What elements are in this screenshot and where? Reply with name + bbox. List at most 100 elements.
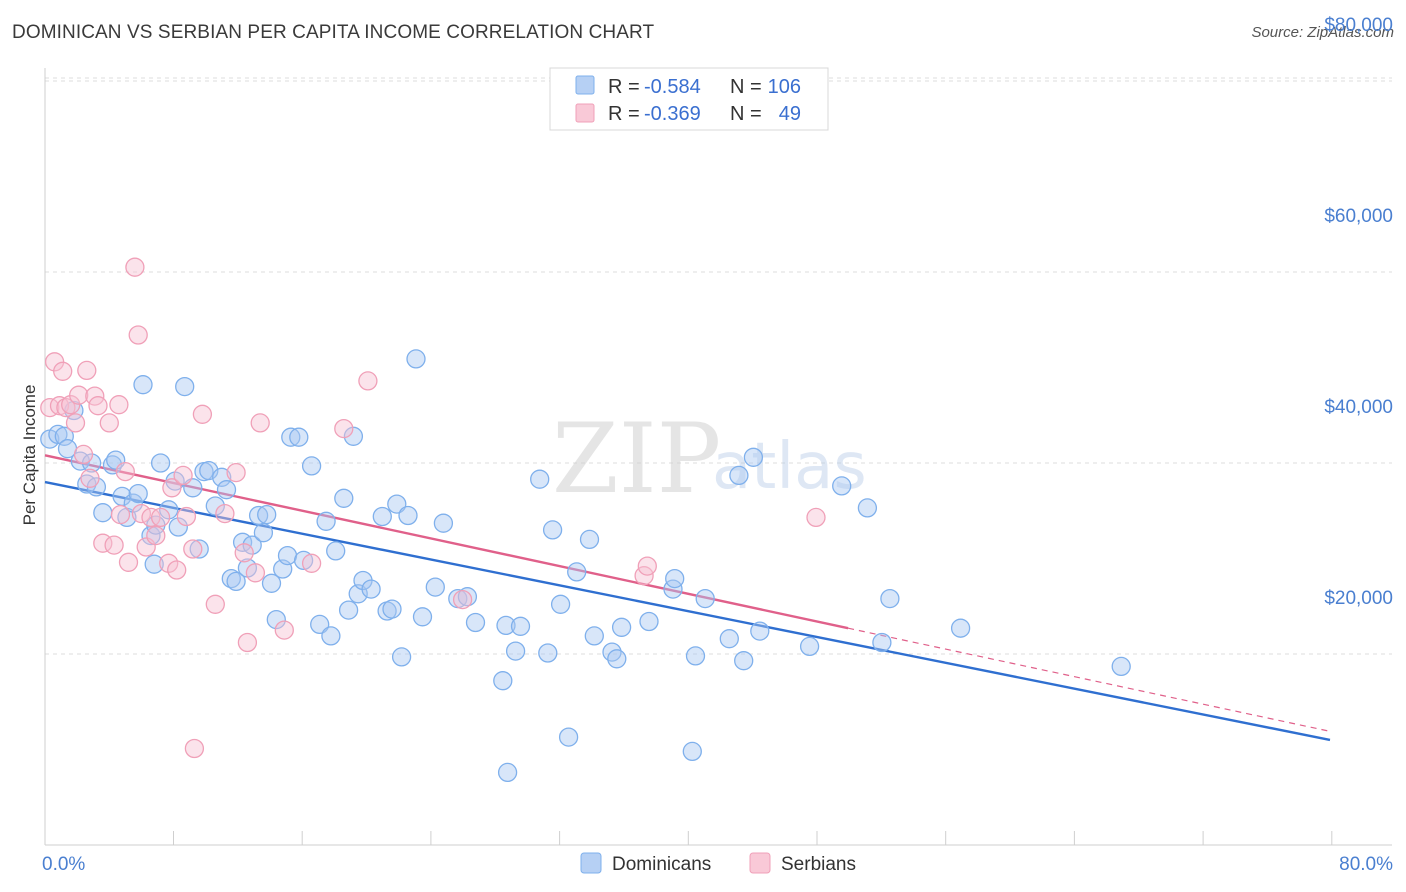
dominicans-point-31 xyxy=(216,480,237,500)
bottom-legend-swatch-serbians xyxy=(749,852,771,874)
dominicans-point-53 xyxy=(338,600,359,620)
serbians-point-38 xyxy=(234,543,254,563)
serbians-point-3 xyxy=(53,361,73,381)
tick-labels: $20,000 $40,000 $60,000 $80,000 0.0% 80.0% xyxy=(42,15,1393,875)
dominicans-point-82 xyxy=(579,529,600,550)
dominicans-point-85 xyxy=(607,649,627,669)
dominicans-point-63 xyxy=(398,505,418,526)
dominicans-point-64 xyxy=(406,349,426,369)
bottom-legend-label-dominicans: Dominicans xyxy=(612,854,711,875)
dominicans-point-74 xyxy=(505,641,526,661)
serbians-point-14 xyxy=(99,413,119,433)
dominicans-point-38 xyxy=(253,523,274,543)
dominicans-point-97 xyxy=(750,621,770,641)
dominicans-point-43 xyxy=(277,545,298,566)
legend-r-value-serbians: -0.369 xyxy=(644,103,701,125)
dominicans-point-95 xyxy=(734,651,754,671)
serbians-point-40 xyxy=(245,563,266,583)
dominicans-point-50 xyxy=(321,626,341,646)
dominicans-point-65 xyxy=(412,607,433,627)
dominicans-point-75 xyxy=(510,616,531,636)
dominicans-point-57 xyxy=(361,579,381,599)
serbians-point-49 xyxy=(806,507,826,528)
dominicans-point-78 xyxy=(542,520,563,540)
dominicans-point-47 xyxy=(301,456,322,476)
y-tick-label-2: $60,000 xyxy=(1324,206,1393,227)
legend-n-label-dominicans: N = xyxy=(730,76,762,98)
dominicans-point-93 xyxy=(719,629,739,649)
serbians-point-10 xyxy=(80,468,100,488)
watermark: ZIP atlas xyxy=(552,403,867,515)
dominicans-point-29 xyxy=(205,496,225,516)
dominicans-point-48 xyxy=(310,614,330,635)
dominicans-point-81 xyxy=(567,562,587,582)
dominicans-point-39 xyxy=(257,504,277,525)
dominicans-point-16 xyxy=(133,375,153,395)
dominicans-point-101 xyxy=(872,632,892,653)
dominicans-point-51 xyxy=(326,541,346,561)
dominicans-point-18 xyxy=(144,554,164,574)
serbians-point-44 xyxy=(334,418,354,439)
dominicans-point-58 xyxy=(372,506,392,527)
serbians-point-15 xyxy=(104,535,124,555)
dominicans-point-49 xyxy=(316,511,336,531)
serbians-point-18 xyxy=(115,461,135,482)
legend-swatch-dominicans xyxy=(575,75,595,95)
serbians-point-26 xyxy=(150,507,171,528)
dominicans-point-15 xyxy=(128,483,148,504)
serbians-point-41 xyxy=(250,413,270,433)
serbians-point-42 xyxy=(274,620,294,640)
serbians-point-35 xyxy=(205,594,225,614)
serbians-point-22 xyxy=(131,503,152,524)
serbians-trend-extension xyxy=(847,627,1331,732)
dominicans-point-20 xyxy=(150,453,171,473)
dominicans-point-104 xyxy=(1111,656,1131,677)
serbians-point-8 xyxy=(73,444,94,465)
x-tick-label-1: 80.0% xyxy=(1339,854,1393,875)
serbians-point-30 xyxy=(173,465,193,486)
dominicans-point-83 xyxy=(584,626,604,646)
dominicans-point-21 xyxy=(159,500,179,520)
serbians-point-0 xyxy=(40,397,60,418)
legend-r-value-dominicans: -0.584 xyxy=(644,76,701,98)
legend-box: R = -0.584 N = 106 R = -0.369 N = 49 xyxy=(549,67,829,131)
bottom-legend: Dominicans Serbians xyxy=(580,852,856,875)
dominicans-point-24 xyxy=(175,376,195,397)
dominicans-point-87 xyxy=(639,611,659,632)
dominicans-point-72 xyxy=(496,615,516,636)
dominicans-point-30 xyxy=(212,467,232,487)
legend-n-label-serbians: N = xyxy=(730,103,762,125)
serbians-point-25 xyxy=(146,525,166,546)
dominicans-point-36 xyxy=(242,535,262,555)
legend-r-label-serbians: R = xyxy=(608,103,640,125)
dominicans-point-70 xyxy=(465,612,486,633)
serbians-point-28 xyxy=(162,478,182,498)
dominicans-point-80 xyxy=(558,727,579,747)
dominicans-point-86 xyxy=(611,617,632,637)
data-points xyxy=(40,257,1131,783)
chart-title: DOMINICAN VS SERBIAN PER CAPITA INCOME C… xyxy=(12,22,655,43)
dominicans-point-100 xyxy=(857,498,878,518)
serbians-point-19 xyxy=(118,552,139,572)
serbians-point-45 xyxy=(358,371,378,391)
y-tick-label-3: $80,000 xyxy=(1324,15,1393,36)
dominicans-point-79 xyxy=(550,594,571,614)
dominicans-point-92 xyxy=(695,588,715,609)
legend-n-value-dominicans: 106 xyxy=(768,76,801,98)
serbians-point-31 xyxy=(176,506,197,527)
dominicans-point-91 xyxy=(685,646,706,666)
bottom-legend-swatch-dominicans xyxy=(580,852,602,874)
dominicans-point-52 xyxy=(334,488,354,508)
dominicans-point-66 xyxy=(425,577,445,597)
serbians-point-32 xyxy=(183,539,203,559)
dominicans-point-73 xyxy=(497,762,518,783)
dominicans-point-99 xyxy=(832,476,852,496)
serbians-point-36 xyxy=(215,503,235,524)
dominicans-point-41 xyxy=(266,609,286,630)
dominicans-point-14 xyxy=(123,493,143,513)
serbians-point-27 xyxy=(159,553,179,573)
serbians-point-20 xyxy=(125,257,145,277)
dominicans-point-60 xyxy=(382,599,402,619)
dominicans-point-9 xyxy=(93,503,113,523)
